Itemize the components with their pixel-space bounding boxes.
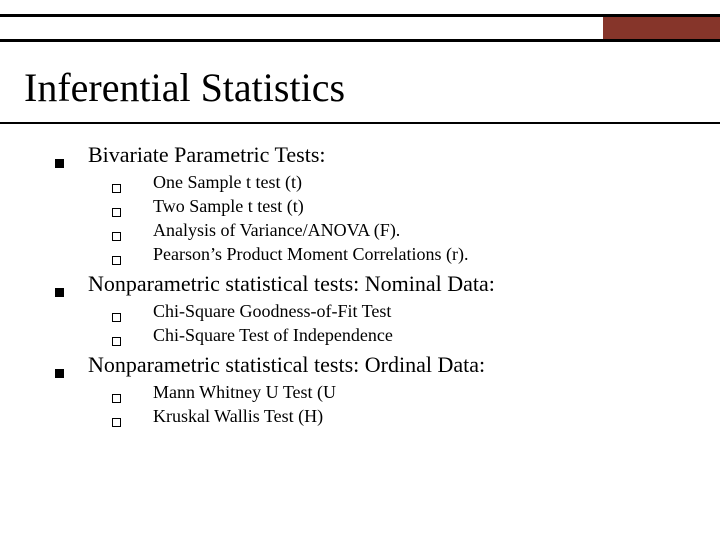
title-underline xyxy=(0,122,720,124)
slide-title: Inferential Statistics xyxy=(24,64,345,111)
list-item-text: Kruskal Wallis Test (H) xyxy=(153,406,323,427)
list-item: Chi-Square Test of Independence xyxy=(112,325,700,346)
content-area: Bivariate Parametric Tests: One Sample t… xyxy=(55,142,700,433)
open-square-bullet-icon xyxy=(112,208,121,217)
list-item-text: Chi-Square Test of Independence xyxy=(153,325,393,346)
open-square-bullet-icon xyxy=(112,184,121,193)
list-item-text: Chi-Square Goodness-of-Fit Test xyxy=(153,301,391,322)
list-item: Kruskal Wallis Test (H) xyxy=(112,406,700,427)
list-item: Analysis of Variance/ANOVA (F). xyxy=(112,220,700,241)
list-item-text: Analysis of Variance/ANOVA (F). xyxy=(153,220,400,241)
section-items: One Sample t test (t) Two Sample t test … xyxy=(55,172,700,265)
section-heading: Nonparametric statistical tests: Ordinal… xyxy=(88,352,485,378)
section-heading: Bivariate Parametric Tests: xyxy=(88,142,326,168)
list-item: One Sample t test (t) xyxy=(112,172,700,193)
list-item: Mann Whitney U Test (U xyxy=(112,382,700,403)
list-item-text: One Sample t test (t) xyxy=(153,172,302,193)
section-heading-row: Nonparametric statistical tests: Nominal… xyxy=(55,271,700,297)
section-items: Mann Whitney U Test (U Kruskal Wallis Te… xyxy=(55,382,700,427)
slide: Inferential Statistics Bivariate Paramet… xyxy=(0,0,720,540)
filled-square-bullet-icon xyxy=(55,288,64,297)
filled-square-bullet-icon xyxy=(55,159,64,168)
open-square-bullet-icon xyxy=(112,394,121,403)
list-item-text: Mann Whitney U Test (U xyxy=(153,382,336,403)
open-square-bullet-icon xyxy=(112,256,121,265)
list-item: Pearson’s Product Moment Correlations (r… xyxy=(112,244,700,265)
section-heading-row: Nonparametric statistical tests: Ordinal… xyxy=(55,352,700,378)
section-heading-row: Bivariate Parametric Tests: xyxy=(55,142,700,168)
top-band-accent xyxy=(603,17,720,39)
open-square-bullet-icon xyxy=(112,418,121,427)
open-square-bullet-icon xyxy=(112,313,121,322)
list-item: Chi-Square Goodness-of-Fit Test xyxy=(112,301,700,322)
filled-square-bullet-icon xyxy=(55,369,64,378)
list-item: Two Sample t test (t) xyxy=(112,196,700,217)
open-square-bullet-icon xyxy=(112,337,121,346)
open-square-bullet-icon xyxy=(112,232,121,241)
list-item-text: Two Sample t test (t) xyxy=(153,196,304,217)
section-items: Chi-Square Goodness-of-Fit Test Chi-Squa… xyxy=(55,301,700,346)
list-item-text: Pearson’s Product Moment Correlations (r… xyxy=(153,244,468,265)
top-band xyxy=(0,14,720,42)
section-heading: Nonparametric statistical tests: Nominal… xyxy=(88,271,495,297)
